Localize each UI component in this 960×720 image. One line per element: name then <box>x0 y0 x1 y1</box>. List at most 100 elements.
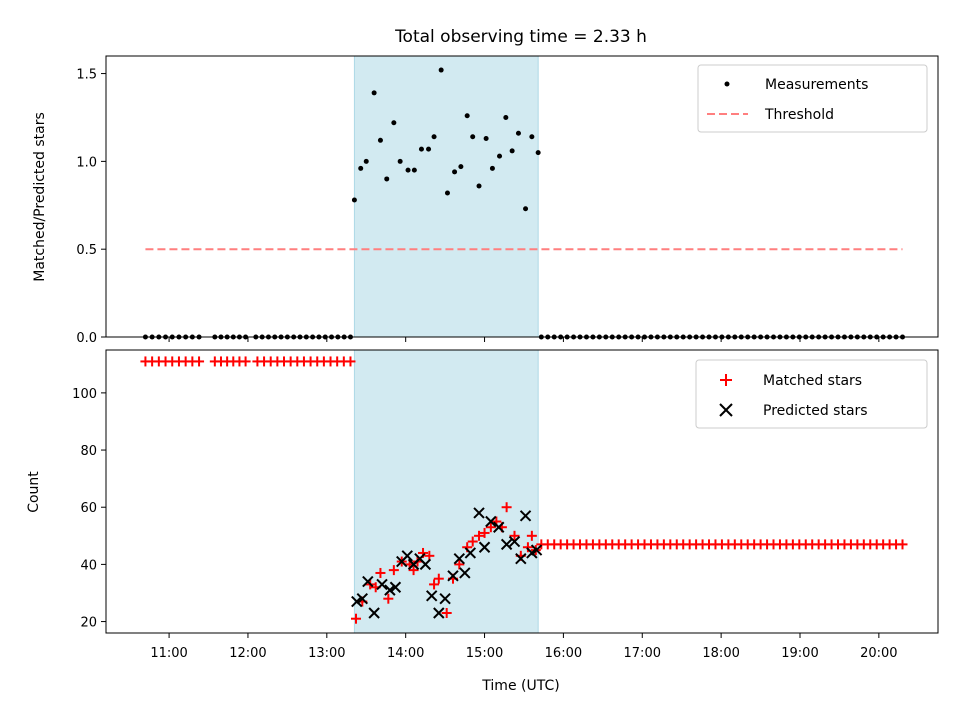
predicted-star-point <box>356 592 369 605</box>
matched-star-point <box>375 567 386 578</box>
measurement-point <box>464 113 470 119</box>
predicted-star-point <box>425 590 438 602</box>
predicted-star-point <box>376 578 388 591</box>
bottom-xtick-label: 15:00 <box>466 646 503 661</box>
bottom-ytick-label: 60 <box>80 501 97 516</box>
measurement-point <box>363 158 369 164</box>
measurement-point <box>444 190 450 196</box>
measurement-point <box>497 153 503 159</box>
top-legend: Measurements Threshold <box>697 64 928 133</box>
measurement-point <box>411 167 417 173</box>
bottom-xtick-label: 20:00 <box>860 646 897 661</box>
predicted-star-point <box>485 515 497 528</box>
matched-star-point <box>526 530 537 541</box>
predicted-star-point <box>519 510 532 522</box>
top-panel: 0.0 0.5 1.0 1.5 Matched/Predicted stars Mea… <box>32 55 939 346</box>
measurement-point <box>523 206 529 212</box>
matched-star-point <box>383 593 394 604</box>
measurement-point <box>515 130 521 136</box>
measurement-point <box>476 183 482 189</box>
legend-marker-measurements <box>724 81 730 87</box>
matched-star-point <box>433 573 444 584</box>
bottom-xtick-label: 11:00 <box>150 646 187 661</box>
measurement-point <box>426 146 432 152</box>
measurement-point <box>470 134 476 140</box>
bottom-xtick-label: 17:00 <box>624 646 661 661</box>
legend-label-threshold: Threshold <box>764 107 834 123</box>
legend-label-measurements: Measurements <box>765 77 868 93</box>
chart-title: Total observing time = 2.33 h <box>394 27 647 47</box>
predicted-star-point <box>439 592 451 605</box>
measurement-point <box>438 67 444 73</box>
matched-star-point <box>501 502 512 513</box>
predicted-star-point <box>508 535 521 548</box>
matched-star-point <box>479 527 490 538</box>
top-plot-frame <box>105 55 939 338</box>
bottom-ytick-label: 80 <box>80 444 97 459</box>
measurement-point <box>371 90 377 96</box>
predicted-star-point <box>362 575 374 588</box>
matched-star-point <box>509 530 520 541</box>
x-axis-label: Time (UTC) <box>481 678 559 694</box>
predicted-star-point <box>368 607 380 619</box>
bottom-xtick-label: 12:00 <box>229 646 266 661</box>
measurement-point <box>483 136 489 142</box>
top-legend-frame <box>697 64 928 133</box>
bottom-xtick-label: 16:00 <box>545 646 582 661</box>
predicted-star-point <box>447 570 459 582</box>
top-y-axis-label: Matched/Predicted stars <box>32 112 48 282</box>
bottom-xtick-label: 18:00 <box>702 646 739 661</box>
bottom-ytick-label: 20 <box>80 616 97 631</box>
top-observing-window <box>353 55 539 338</box>
measurement-point <box>377 137 383 143</box>
matched-star-point <box>240 356 251 367</box>
predicted-star-point <box>464 547 477 559</box>
legend-label-matched: Matched stars <box>763 373 862 389</box>
bottom-xtick-label: 19:00 <box>781 646 818 661</box>
measurement-point <box>391 120 397 126</box>
matched-star-point <box>441 607 452 618</box>
measurement-point <box>535 150 541 156</box>
measurement-point <box>397 158 403 164</box>
predicted-star-point <box>351 595 363 608</box>
matched-star-point <box>454 559 465 570</box>
legend-marker-predicted <box>719 403 733 417</box>
top-ytick-label: 1.0 <box>76 155 97 170</box>
matched-star-point <box>345 356 356 367</box>
predicted-star-point <box>500 538 513 551</box>
measurement-point <box>405 167 411 173</box>
matched-star-point <box>429 579 440 590</box>
bottom-ytick-label: 100 <box>72 387 97 402</box>
measurement-point <box>431 134 437 140</box>
matched-star-point <box>897 539 908 550</box>
predicted-star-point <box>459 567 471 579</box>
matched-star-point <box>467 536 478 547</box>
predicted-star-point <box>401 550 413 562</box>
bottom-xtick-label: 13:00 <box>308 646 345 661</box>
bottom-ytick-label: 40 <box>80 558 97 573</box>
predicted-star-point <box>419 558 432 571</box>
measurement-point <box>489 165 495 171</box>
predicted-star-point <box>453 552 466 565</box>
top-ytick-label: 1.5 <box>76 68 97 83</box>
measurement-point <box>503 114 509 120</box>
measurement-point <box>458 164 464 170</box>
predicted-star-point <box>384 584 396 596</box>
predicted-star-point <box>478 541 491 553</box>
matched-star-point <box>408 565 419 576</box>
predicted-star-point <box>473 507 485 519</box>
bottom-plot-frame <box>105 349 939 634</box>
measurement-point <box>351 197 357 203</box>
bottom-observing-window <box>353 349 539 634</box>
bottom-xtick-label: 14:00 <box>387 646 424 661</box>
predicted-star-point <box>530 544 543 556</box>
predicted-star-point <box>389 581 402 593</box>
matched-star-point <box>350 613 361 624</box>
measurement-point <box>384 176 390 182</box>
bottom-legend: Matched stars Predicted stars <box>695 359 928 429</box>
bottom-legend-frame <box>695 359 928 429</box>
measurement-point <box>358 165 364 171</box>
predicted-star-point <box>515 552 527 565</box>
matched-star-point <box>485 522 496 533</box>
